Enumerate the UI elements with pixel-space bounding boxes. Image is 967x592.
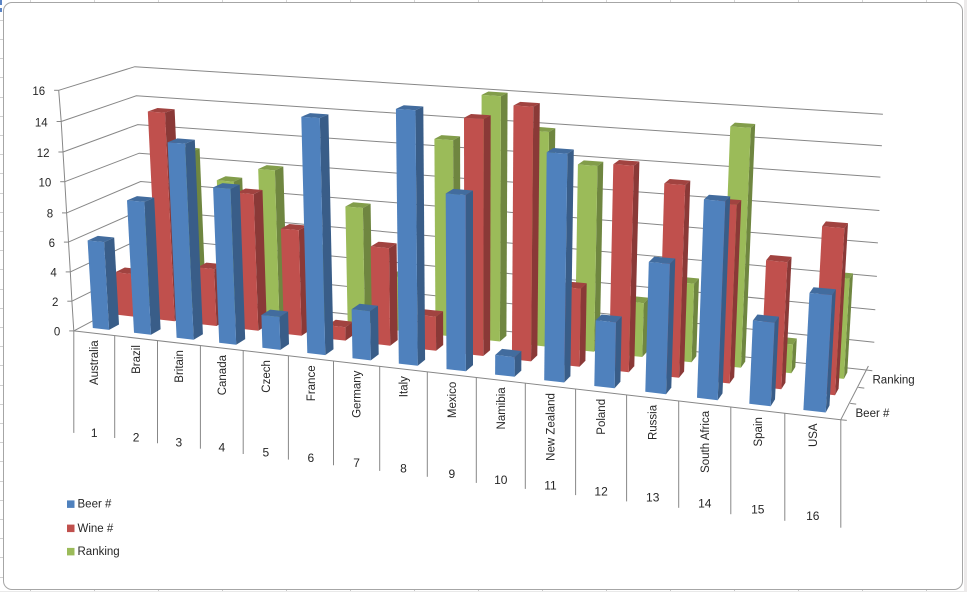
svg-text:New Zealand: New Zealand bbox=[546, 393, 558, 461]
svg-text:Beer #: Beer # bbox=[78, 499, 112, 511]
svg-text:Mexico: Mexico bbox=[447, 382, 459, 418]
svg-text:12: 12 bbox=[594, 484, 608, 498]
svg-text:Spain: Spain bbox=[753, 417, 765, 446]
svg-text:Wine #: Wine # bbox=[78, 523, 114, 535]
svg-text:Brazil: Brazil bbox=[131, 345, 143, 374]
svg-text:Italy: Italy bbox=[399, 376, 411, 397]
svg-text:Ranking: Ranking bbox=[78, 546, 120, 558]
svg-text:2: 2 bbox=[133, 431, 140, 445]
svg-text:8: 8 bbox=[400, 462, 407, 476]
svg-text:9: 9 bbox=[448, 467, 455, 481]
svg-text:6: 6 bbox=[49, 238, 55, 250]
svg-text:Beer #: Beer # bbox=[856, 408, 890, 420]
svg-text:Poland: Poland bbox=[596, 399, 608, 435]
svg-text:Namibia: Namibia bbox=[496, 387, 508, 430]
svg-text:4: 4 bbox=[50, 268, 57, 280]
svg-text:13: 13 bbox=[646, 490, 660, 504]
svg-text:Australia: Australia bbox=[89, 340, 101, 385]
svg-text:16: 16 bbox=[806, 509, 820, 523]
svg-text:5: 5 bbox=[262, 446, 269, 460]
svg-text:2: 2 bbox=[52, 297, 58, 309]
svg-text:4: 4 bbox=[218, 441, 225, 455]
svg-text:10: 10 bbox=[39, 178, 52, 190]
svg-text:8: 8 bbox=[47, 209, 53, 221]
svg-text:10: 10 bbox=[494, 473, 508, 487]
svg-text:Russia: Russia bbox=[648, 404, 660, 440]
svg-text:France: France bbox=[306, 365, 318, 401]
svg-text:15: 15 bbox=[751, 503, 765, 517]
svg-text:Canada: Canada bbox=[217, 354, 229, 395]
svg-text:1: 1 bbox=[91, 426, 98, 440]
svg-text:11: 11 bbox=[544, 479, 557, 493]
svg-text:14: 14 bbox=[35, 117, 48, 129]
svg-text:South Africa: South Africa bbox=[700, 410, 712, 473]
svg-text:Germany: Germany bbox=[352, 370, 364, 418]
svg-text:USA: USA bbox=[808, 423, 820, 447]
svg-text:Britain: Britain bbox=[174, 350, 186, 383]
svg-text:0: 0 bbox=[54, 327, 60, 339]
svg-text:12: 12 bbox=[37, 148, 50, 160]
svg-text:16: 16 bbox=[32, 86, 45, 98]
svg-text:Czech: Czech bbox=[261, 360, 273, 393]
svg-text:Ranking: Ranking bbox=[873, 375, 915, 387]
svg-text:6: 6 bbox=[308, 451, 315, 465]
svg-text:7: 7 bbox=[353, 456, 360, 470]
svg-text:3: 3 bbox=[176, 436, 183, 450]
svg-text:14: 14 bbox=[698, 496, 712, 510]
